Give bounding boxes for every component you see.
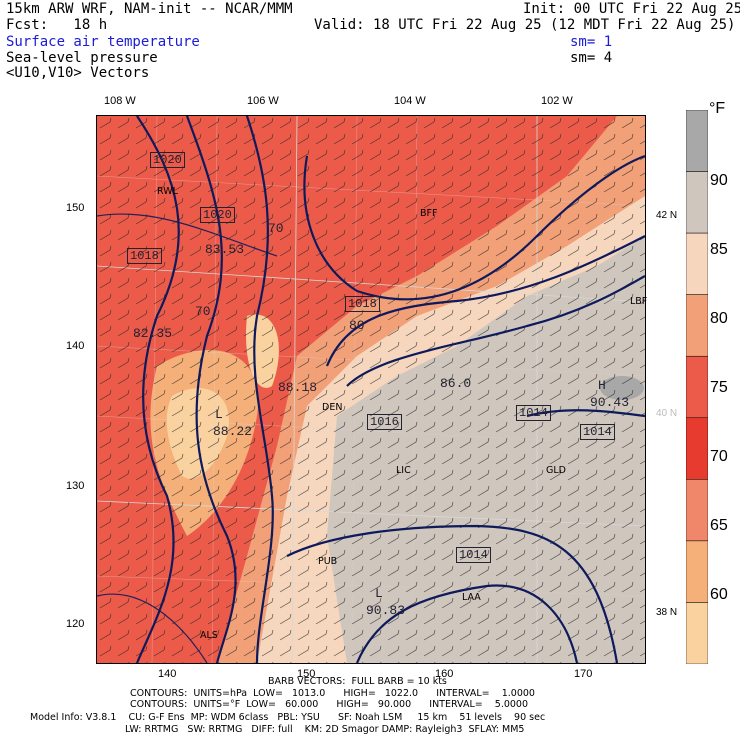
colorbar-swatch bbox=[686, 294, 708, 357]
field-temperature-smoothing: sm= 1 bbox=[570, 34, 613, 50]
colorbar-swatch bbox=[686, 355, 708, 419]
temperature-contour-label: 82.35 bbox=[133, 326, 173, 341]
colorbar-swatch bbox=[686, 417, 708, 480]
temperature-contour-label: 70 bbox=[268, 221, 284, 236]
field-temperature-label: Surface air temperature bbox=[6, 34, 200, 50]
colorbar-label: 65 bbox=[710, 517, 728, 534]
colorbar-label: 90 bbox=[710, 172, 728, 189]
colorbar-label: 60 bbox=[710, 586, 728, 603]
colorbar-unit: °F bbox=[709, 100, 726, 117]
station-label: RWL bbox=[157, 186, 178, 197]
isobar-label: 1014 bbox=[456, 547, 491, 563]
y-tick-label: 120 bbox=[66, 618, 85, 630]
x-tick-label: 160 bbox=[435, 668, 454, 680]
colorbar-swatch bbox=[686, 110, 708, 172]
temperature-contour-label: 83.53 bbox=[205, 242, 245, 257]
wind-barbs bbox=[97, 116, 645, 663]
pressure-contour-info: CONTOURS: UNITS=hPa LOW= 1013.0 HIGH= 10… bbox=[130, 688, 535, 699]
y-tick-label: 140 bbox=[66, 340, 85, 352]
isobar-label: 1020 bbox=[150, 152, 185, 168]
temperature-contour-label: 80 bbox=[349, 318, 365, 333]
init-time: Init: 00 UTC Fri 22 Aug 25 bbox=[523, 1, 740, 17]
isobar-label: 1014 bbox=[580, 424, 615, 440]
model-title: 15km ARW WRF, NAM-init -- NCAR/MMM bbox=[6, 1, 293, 17]
lon-label: 106 W bbox=[247, 95, 279, 107]
station-label: ALS bbox=[200, 630, 218, 641]
field-pressure-label: Sea-level pressure bbox=[6, 50, 158, 66]
valid-time: Valid: 18 UTC Fri 22 Aug 25 (12 MDT Fri … bbox=[314, 17, 736, 33]
field-pressure-smoothing: sm= 4 bbox=[570, 50, 613, 66]
model-info-line1: Model Info: V3.8.1 CU: G-F Ens MP: WDM 6… bbox=[30, 712, 546, 723]
model-info-line2: LW: RRTMG SW: RRTMG DIFF: full KM: 2D Sm… bbox=[125, 724, 525, 735]
colorbar-swatch bbox=[686, 602, 708, 664]
temperature-contour-label: 88.18 bbox=[278, 380, 318, 395]
station-label: DEN bbox=[322, 402, 343, 413]
barb-legend: BARB VECTORS: FULL BARB = 10 kts bbox=[268, 676, 447, 687]
low-value: 88.22 bbox=[213, 424, 253, 439]
isobar-label: 1018 bbox=[345, 296, 380, 312]
colorbar-label: 70 bbox=[710, 448, 728, 465]
lon-label: 108 W bbox=[104, 95, 136, 107]
low-value: 90.83 bbox=[366, 603, 406, 618]
station-label: LAA bbox=[462, 592, 481, 603]
y-tick-label: 150 bbox=[66, 202, 85, 214]
station-label: BFF bbox=[420, 208, 438, 219]
colorbar-label: 80 bbox=[710, 310, 728, 327]
low-marker: L bbox=[215, 407, 223, 422]
lon-label: 102 W bbox=[541, 95, 573, 107]
field-vectors-label: <U10,V10> Vectors bbox=[6, 65, 150, 81]
high-marker: H bbox=[598, 378, 606, 393]
lat-label: 42 N bbox=[656, 210, 678, 221]
lon-label: 104 W bbox=[394, 95, 426, 107]
temperature-contour-label: 70 bbox=[195, 304, 211, 319]
x-tick-label: 170 bbox=[574, 668, 593, 680]
pressure-contours bbox=[135, 116, 645, 663]
station-label: LBF bbox=[630, 296, 648, 307]
temperature-contours bbox=[97, 213, 278, 663]
colorbar-swatch bbox=[686, 479, 708, 542]
isobar-label: 1016 bbox=[367, 414, 402, 430]
colorbar-label: 75 bbox=[710, 379, 728, 396]
station-label: LIC bbox=[396, 465, 411, 476]
y-tick-label: 130 bbox=[66, 480, 85, 492]
colorbar-swatch bbox=[686, 232, 708, 295]
isobar-label: 1020 bbox=[200, 207, 235, 223]
isobar-label: 1014 bbox=[516, 405, 551, 421]
lat-label: 38 N bbox=[656, 607, 678, 618]
colorbar bbox=[686, 110, 708, 664]
low-marker: L bbox=[375, 586, 383, 601]
isobar-label: 1018 bbox=[127, 248, 162, 264]
map-panel bbox=[96, 115, 646, 664]
colorbar-swatch bbox=[686, 540, 708, 603]
lat-label: 40 N bbox=[656, 408, 678, 419]
temperature-contour-info: CONTOURS: UNITS=°F LOW= 60.000 HIGH= 90.… bbox=[130, 699, 529, 710]
map-svg bbox=[97, 116, 645, 663]
colorbar-swatch bbox=[686, 171, 708, 234]
station-label: PUB bbox=[318, 556, 338, 567]
x-tick-label: 140 bbox=[158, 668, 177, 680]
high-value: 90.43 bbox=[590, 395, 630, 410]
colorbar-label: 85 bbox=[710, 241, 728, 258]
temperature-contour-label: 86.0 bbox=[440, 376, 472, 391]
forecast-hour: Fcst: 18 h bbox=[6, 17, 108, 33]
station-label: GLD bbox=[546, 465, 566, 476]
x-tick-label: 150 bbox=[297, 668, 316, 680]
